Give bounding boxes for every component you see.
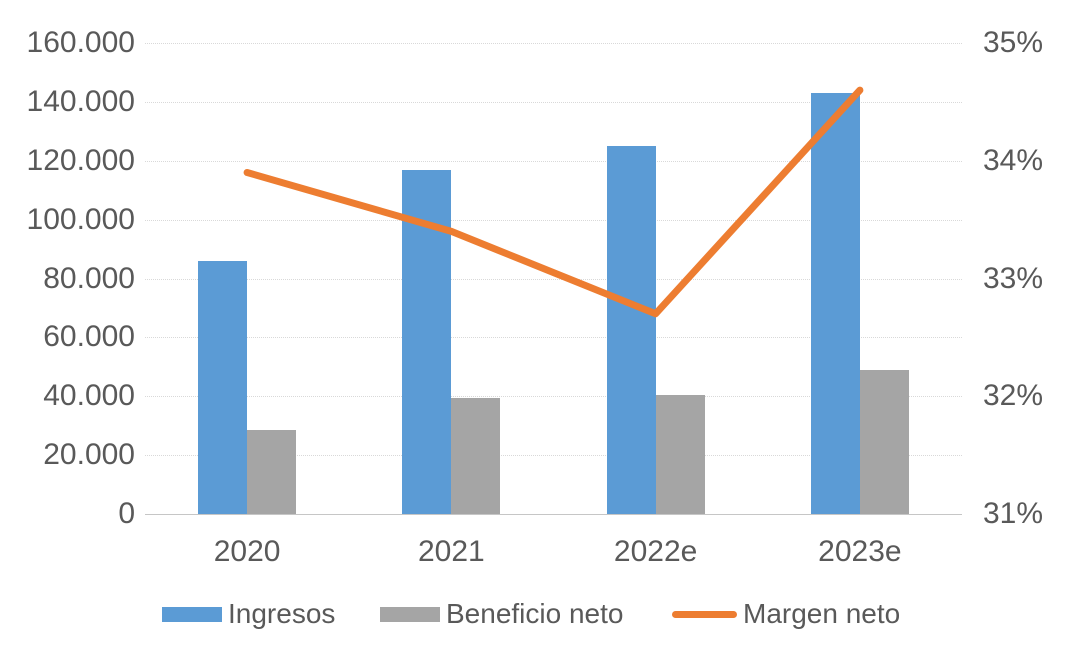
left-axis-tick-label: 0: [118, 497, 135, 530]
left-axis-tick-label: 20.000: [43, 438, 135, 472]
x-axis-line: [145, 514, 962, 515]
x-axis-category-label: 2020: [213, 535, 281, 568]
x-axis-category-label: 2021: [418, 535, 485, 568]
gridline: [145, 396, 962, 398]
gridline: [145, 337, 962, 339]
bar-ingresos-2020: [198, 260, 248, 514]
legend-item-margen-neto: Margen neto: [672, 598, 901, 629]
bar-beneficio-neto-2021: [451, 397, 501, 514]
bar-ingresos-2022e: [606, 146, 656, 514]
gridline: [145, 43, 962, 44]
right-axis-tick-label: 31%: [983, 497, 1044, 530]
beneficio-neto-swatch-icon: [380, 606, 440, 622]
left-axis-tick-label: 140.000: [26, 84, 135, 118]
bar-ingresos-2023e: [810, 93, 860, 514]
gridline: [145, 160, 962, 162]
margen-neto-line-layer: [243, 86, 864, 318]
right-axis-tick-label: 35%: [983, 26, 1044, 59]
legend: Ingresos Beneficio neto Margen neto: [0, 598, 1084, 629]
plot-area: [145, 43, 962, 515]
bar-beneficio-neto-2023e: [859, 369, 909, 514]
legend-label-ingresos: Ingresos: [228, 598, 336, 629]
right-axis-tick-label: 34%: [983, 143, 1044, 177]
margen-neto-swatch-icon: [672, 610, 737, 618]
gridline: [145, 455, 962, 457]
margen-neto-line: [243, 86, 864, 318]
x-axis-category-label: 2023e: [818, 535, 902, 568]
left-axis-tick-label: 120.000: [26, 143, 135, 177]
gridline: [145, 101, 962, 103]
right-axis-tick-label: 33%: [983, 261, 1044, 295]
x-axis-category-label: 2022e: [613, 535, 698, 568]
left-axis-tick-label: 80.000: [43, 261, 135, 295]
left-axis-tick-label: 160.000: [26, 26, 135, 59]
bar-beneficio-neto-2022e: [655, 394, 705, 514]
gridline: [145, 278, 962, 280]
legend-label-margen-neto: Margen neto: [743, 598, 901, 629]
left-axis-tick-label: 100.000: [26, 202, 135, 236]
ingresos-swatch-icon: [162, 606, 222, 622]
left-axis-tick-label: 60.000: [43, 320, 135, 354]
left-axis-tick-label: 40.000: [43, 379, 135, 413]
legend-item-ingresos: Ingresos: [162, 598, 336, 629]
gridline: [145, 219, 962, 221]
legend-label-beneficio-neto: Beneficio neto: [446, 598, 624, 629]
right-axis-tick-label: 32%: [983, 379, 1044, 413]
legend-item-beneficio-neto: Beneficio neto: [380, 598, 624, 629]
bar-beneficio-neto-2020: [247, 430, 297, 514]
